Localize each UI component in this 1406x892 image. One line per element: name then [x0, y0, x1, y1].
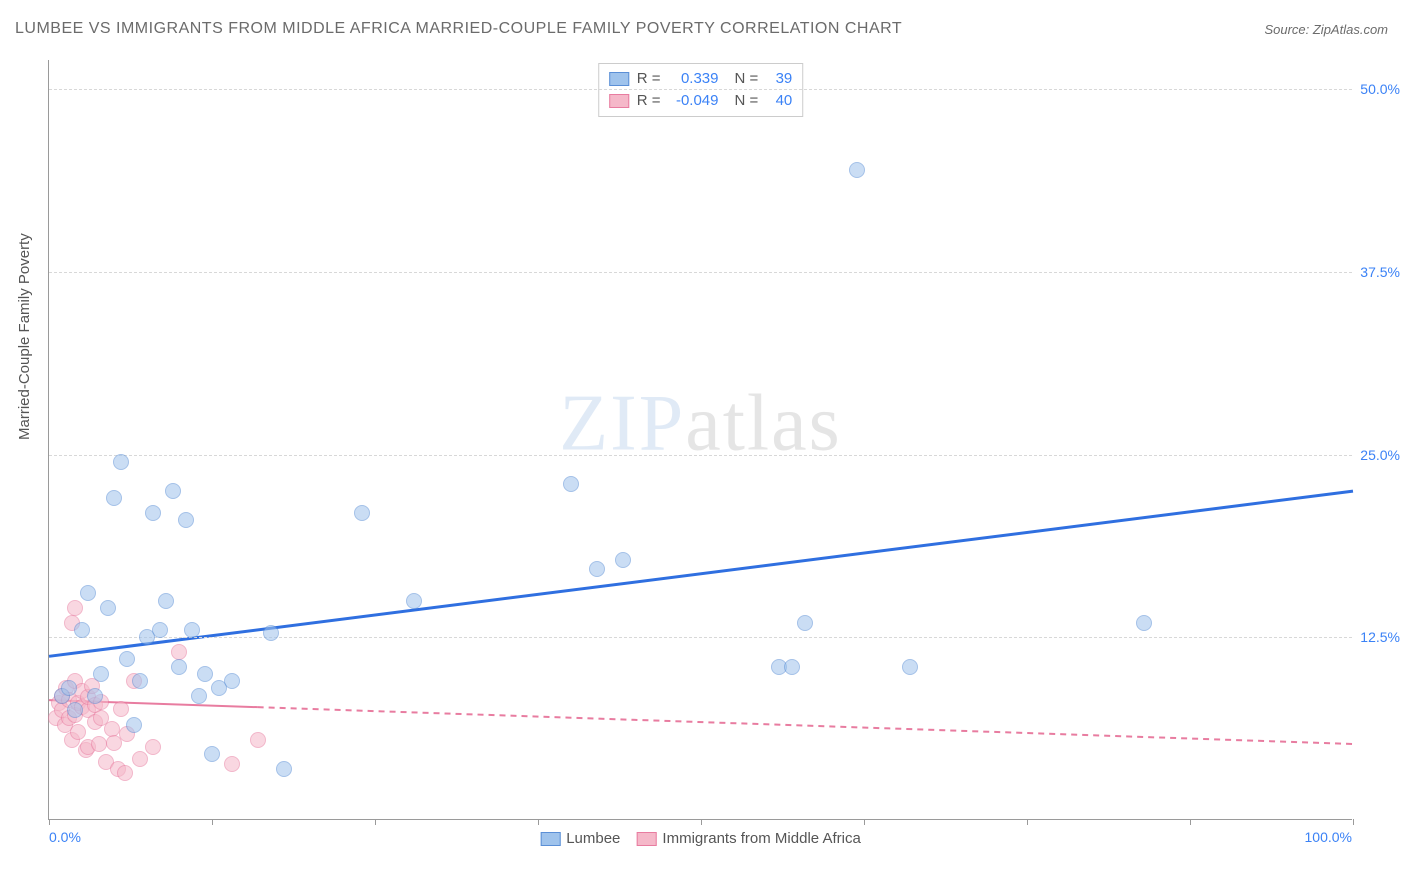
data-point: [100, 600, 116, 616]
data-point: [117, 765, 133, 781]
x-tick-label: 0.0%: [49, 829, 81, 845]
data-point: [263, 625, 279, 641]
y-tick-label: 25.0%: [1356, 447, 1400, 463]
data-point: [178, 512, 194, 528]
data-point: [797, 615, 813, 631]
gridline: [49, 455, 1352, 456]
data-point: [784, 659, 800, 675]
data-point: [113, 454, 129, 470]
data-point: [171, 659, 187, 675]
data-point: [61, 680, 77, 696]
plot-area: ZIPatlas R = 0.339 N = 39 R = -0.049 N =…: [48, 60, 1352, 820]
legend-item-lumbee: Lumbee: [540, 830, 620, 847]
data-point: [67, 600, 83, 616]
data-point: [184, 622, 200, 638]
trend-lines: [49, 60, 1353, 820]
data-point: [171, 644, 187, 660]
chart-title: LUMBEE VS IMMIGRANTS FROM MIDDLE AFRICA …: [15, 20, 902, 38]
data-point: [80, 585, 96, 601]
x-tick: [701, 819, 702, 825]
x-tick: [1190, 819, 1191, 825]
data-point: [145, 739, 161, 755]
data-point: [589, 561, 605, 577]
data-point: [132, 751, 148, 767]
y-tick-label: 50.0%: [1356, 81, 1400, 97]
data-point: [132, 673, 148, 689]
series-legend: Lumbee Immigrants from Middle Africa: [540, 830, 861, 847]
gridline: [49, 89, 1352, 90]
data-point: [849, 162, 865, 178]
source-attribution: Source: ZipAtlas.com: [1264, 22, 1388, 37]
data-point: [406, 593, 422, 609]
x-tick: [212, 819, 213, 825]
data-point: [224, 756, 240, 772]
data-point: [158, 593, 174, 609]
x-tick: [375, 819, 376, 825]
data-point: [191, 688, 207, 704]
data-point: [197, 666, 213, 682]
x-tick: [1353, 819, 1354, 825]
x-tick: [538, 819, 539, 825]
legend-swatch-icon: [540, 832, 560, 846]
chart-container: LUMBEE VS IMMIGRANTS FROM MIDDLE AFRICA …: [0, 0, 1406, 892]
legend-swatch-icon: [636, 832, 656, 846]
x-tick-label: 100.0%: [1305, 829, 1352, 845]
data-point: [106, 490, 122, 506]
gridline: [49, 637, 1352, 638]
data-point: [615, 552, 631, 568]
data-point: [563, 476, 579, 492]
data-point: [276, 761, 292, 777]
legend-label-immigrants: Immigrants from Middle Africa: [662, 830, 860, 847]
data-point: [224, 673, 240, 689]
data-point: [119, 651, 135, 667]
data-point: [93, 666, 109, 682]
y-tick-label: 37.5%: [1356, 264, 1400, 280]
data-point: [70, 724, 86, 740]
data-point: [145, 505, 161, 521]
x-tick: [49, 819, 50, 825]
data-point: [91, 736, 107, 752]
data-point: [354, 505, 370, 521]
data-point: [87, 688, 103, 704]
legend-item-immigrants: Immigrants from Middle Africa: [636, 830, 860, 847]
legend-label-lumbee: Lumbee: [566, 830, 620, 847]
x-tick: [1027, 819, 1028, 825]
gridline: [49, 272, 1352, 273]
data-point: [67, 702, 83, 718]
data-point: [113, 701, 129, 717]
data-point: [74, 622, 90, 638]
data-point: [902, 659, 918, 675]
data-point: [204, 746, 220, 762]
y-axis-label: Married-Couple Family Poverty: [16, 233, 33, 440]
y-tick-label: 12.5%: [1356, 629, 1400, 645]
x-tick: [864, 819, 865, 825]
data-point: [165, 483, 181, 499]
data-point: [250, 732, 266, 748]
data-point: [1136, 615, 1152, 631]
data-point: [152, 622, 168, 638]
data-point: [126, 717, 142, 733]
